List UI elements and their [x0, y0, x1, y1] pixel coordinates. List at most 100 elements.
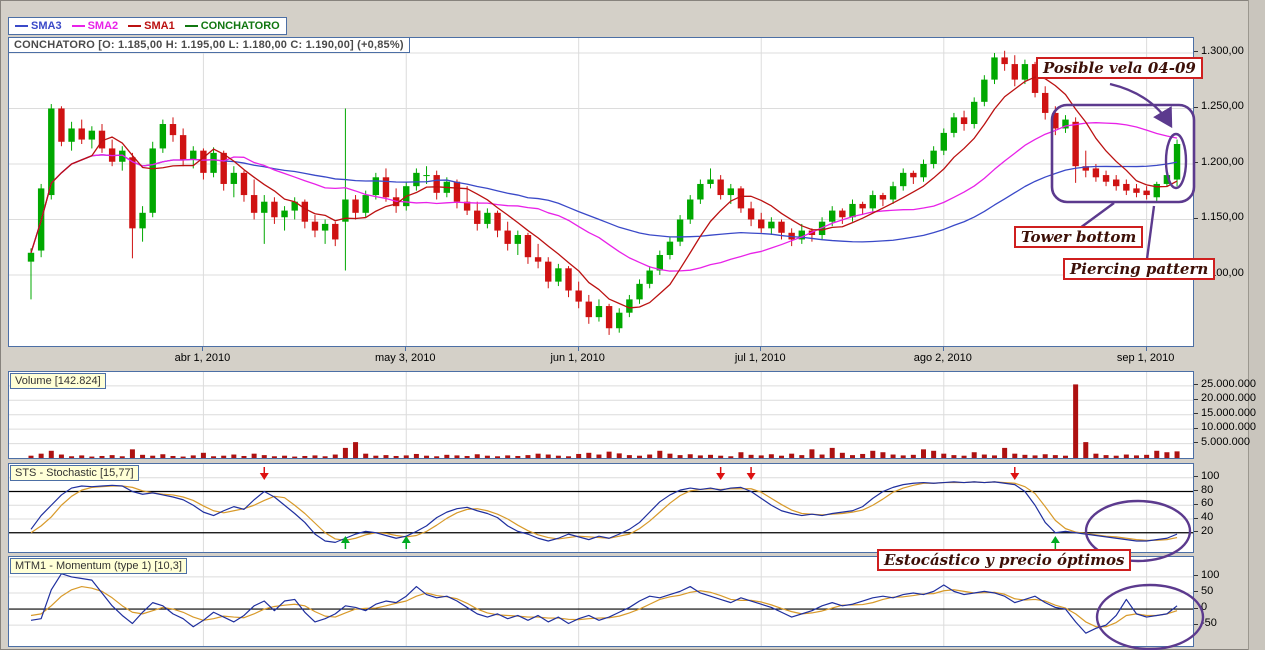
axis-tick: [1194, 517, 1198, 519]
legend-item-sma1[interactable]: SMA1: [128, 20, 175, 32]
volume-bar: [271, 456, 277, 458]
volume-bar: [860, 453, 866, 458]
candle-down: [433, 175, 440, 193]
candle-up: [1173, 143, 1181, 180]
volume-bar: [1113, 455, 1119, 458]
volume-bar: [464, 455, 470, 458]
sma1-line: [30, 76, 1178, 309]
volume-bar: [393, 455, 399, 458]
volume-bar: [28, 455, 34, 458]
candle-up: [981, 79, 988, 102]
volume-bar: [1042, 454, 1048, 458]
date-tick-label: ago 2, 2010: [913, 352, 972, 364]
candle-down: [250, 195, 258, 213]
candle-down: [758, 219, 765, 229]
volume-bar: [697, 455, 703, 458]
volume-bar: [1164, 452, 1170, 458]
volume-bar: [1062, 455, 1068, 458]
axis-tick-label: 40: [1201, 511, 1214, 523]
legend-item-sma3[interactable]: SMA3: [15, 20, 62, 32]
volume-bar: [200, 452, 206, 458]
volume-bar: [1083, 442, 1089, 458]
stochastic-panel[interactable]: [8, 463, 1194, 553]
date-tick: [405, 346, 407, 351]
candle-down: [524, 235, 532, 258]
candle-down: [220, 152, 227, 184]
candle-down: [534, 257, 542, 262]
axis-tick-label: 100: [1201, 568, 1220, 581]
volume-bar: [413, 453, 419, 458]
volume-bar: [292, 456, 298, 458]
volume-bar: [555, 455, 561, 458]
volume-bar: [312, 455, 318, 458]
axis-tick-label: 80: [1201, 483, 1214, 496]
candle-up: [27, 252, 35, 262]
candle-up: [697, 183, 704, 200]
axis-tick-label: 1.300,00: [1201, 44, 1244, 57]
stochastic-panel-label: STS - Stochastic [15,77]: [10, 465, 139, 481]
momentum-panel[interactable]: [8, 556, 1194, 647]
tower-bottom-callout: Tower bottom: [1014, 226, 1144, 248]
buy-signal-triangle: [340, 536, 350, 543]
volume-bar: [99, 455, 105, 458]
volume-bar: [170, 455, 176, 458]
volume-bar: [728, 456, 734, 458]
candle-down: [1102, 175, 1110, 182]
axis-tick-label: 100: [1201, 469, 1220, 482]
volume-bar: [89, 456, 95, 458]
candle-down: [1072, 121, 1079, 167]
volume-bar: [190, 455, 196, 458]
candle-up: [666, 241, 674, 255]
volume-bar: [1103, 455, 1109, 458]
candle-down: [1112, 179, 1120, 187]
volume-bar: [910, 454, 916, 458]
sma2-line-swatch: [71, 25, 85, 27]
sma3-line-swatch: [15, 25, 28, 27]
volume-bar: [180, 456, 186, 458]
candle-up: [321, 223, 329, 231]
volume-panel[interactable]: [8, 371, 1194, 459]
volume-bar: [353, 442, 359, 458]
candle-down: [332, 223, 339, 240]
legend-item-sma2[interactable]: SMA2: [71, 20, 118, 32]
volume-bar: [991, 455, 997, 458]
volume-bar: [1032, 455, 1038, 458]
sell-signal-triangle: [716, 473, 726, 480]
buy-signal-triangle: [1050, 536, 1060, 543]
volume-bar: [342, 447, 348, 458]
volume-bar: [495, 456, 501, 458]
volume-bar: [535, 453, 541, 458]
volume-bar: [302, 455, 308, 458]
axis-tick: [1194, 623, 1198, 625]
axis-tick: [1194, 106, 1198, 108]
volume-bar: [586, 452, 592, 458]
volume-bar: [241, 455, 247, 458]
price-panel[interactable]: [8, 37, 1194, 347]
candle-up: [940, 132, 947, 151]
candle-down: [240, 172, 248, 196]
candle-up: [68, 128, 75, 142]
volume-bar: [920, 449, 926, 458]
volume-bar: [677, 455, 683, 458]
candle-up: [88, 130, 96, 140]
candle-up: [768, 221, 775, 229]
volume-bar: [829, 447, 835, 458]
date-tick-label: sep 1, 2010: [1116, 352, 1175, 364]
volume-bar: [850, 455, 856, 458]
volume-axis: 25.000.000 20.000.000 15.000.000 10.000.000…: [1194, 371, 1264, 457]
axis-tick-label: 1.200,00: [1201, 155, 1244, 168]
candle-up: [484, 212, 491, 224]
candle-up: [626, 299, 633, 313]
candle-down: [565, 268, 572, 291]
volume-bar: [1093, 453, 1099, 458]
candle-up: [555, 268, 562, 282]
volume-bar: [687, 454, 693, 458]
legend-label: CONCHATORO: [200, 20, 280, 32]
legend-item-conchatoro[interactable]: CONCHATORO: [184, 20, 280, 32]
volume-bar: [981, 454, 987, 458]
axis-tick: [1194, 384, 1198, 386]
legend-label: SMA3: [31, 20, 62, 32]
volume-bar: [758, 455, 764, 458]
volume-bar: [961, 455, 967, 458]
date-tick-label: jun 1, 2010: [550, 352, 605, 364]
